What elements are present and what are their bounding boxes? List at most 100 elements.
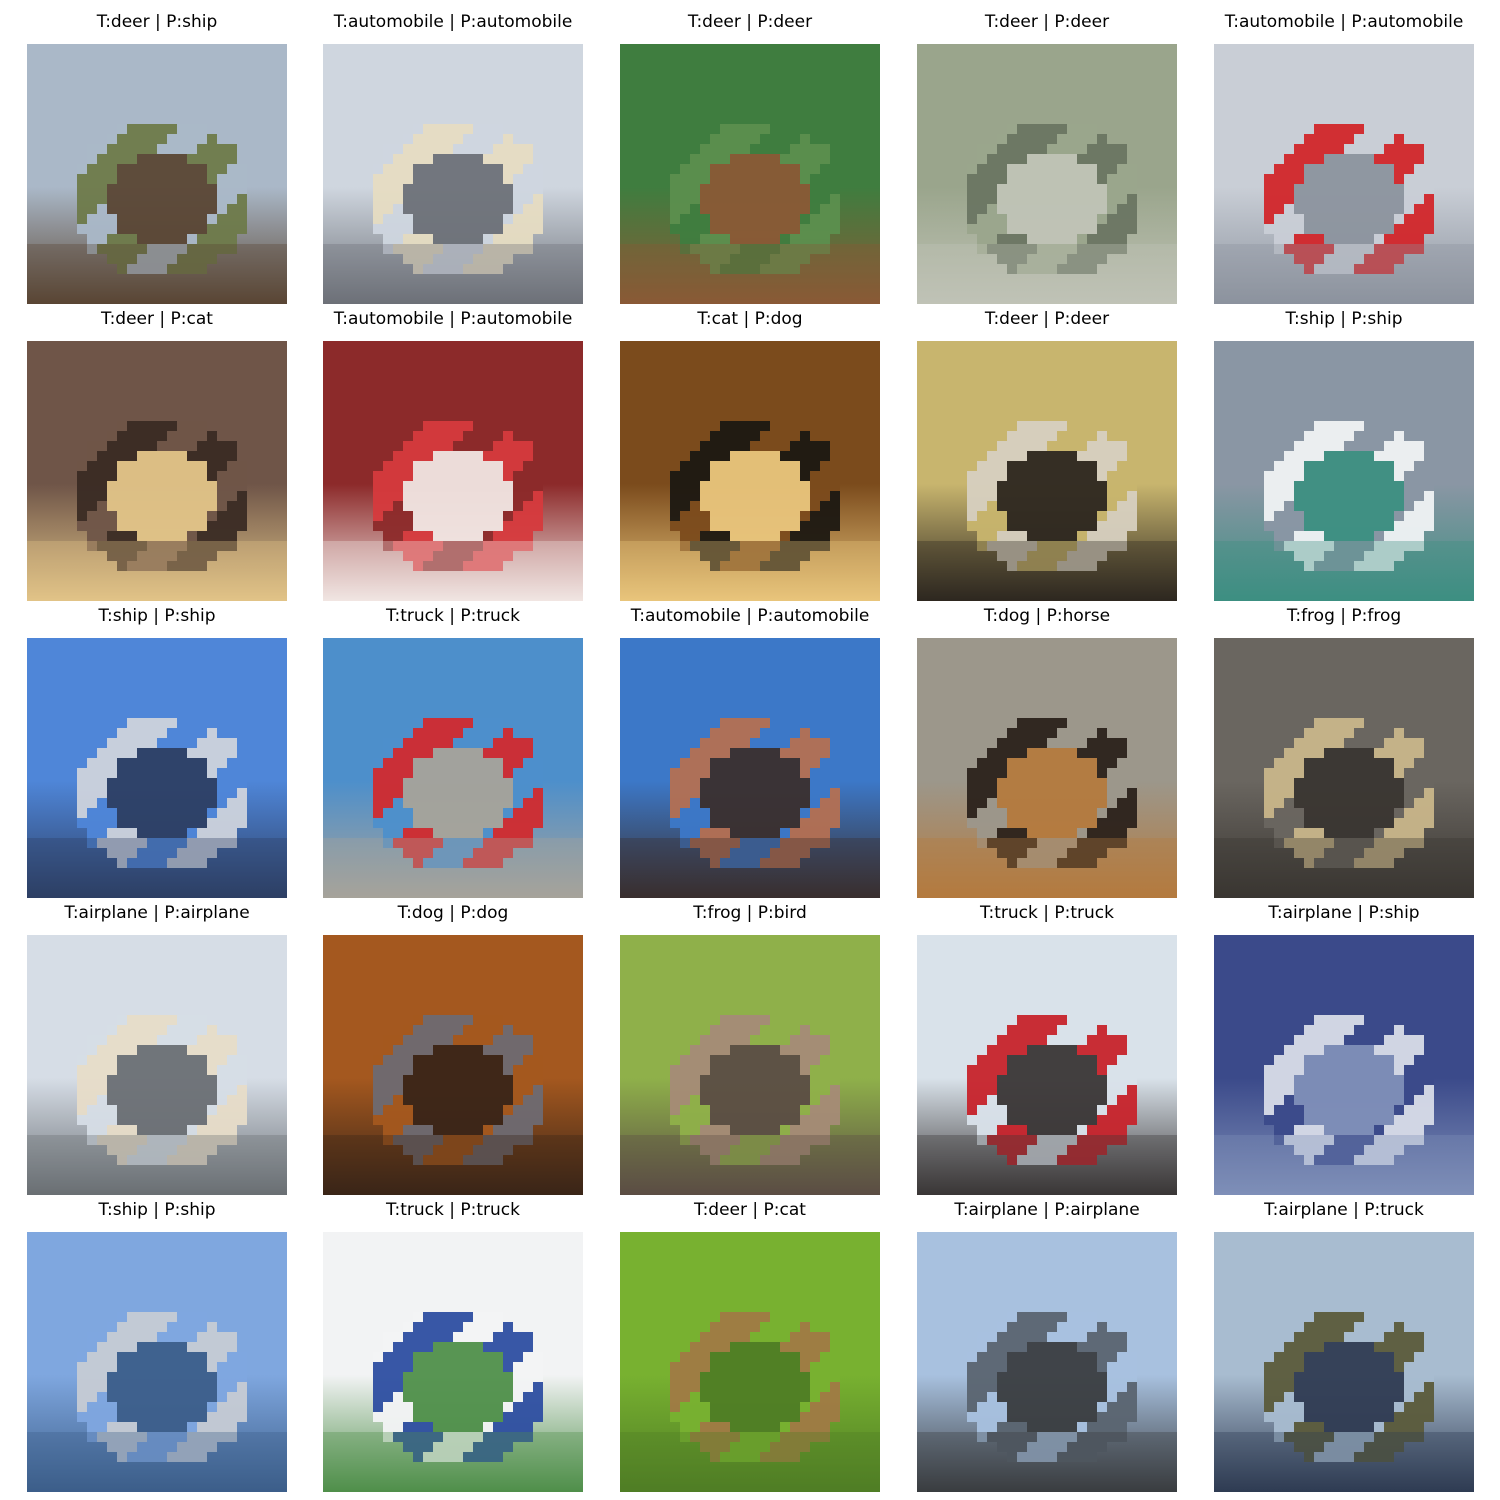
prediction-title: T:deer | P:ship [96, 12, 218, 32]
prediction-title: T:truck | P:truck [386, 1200, 520, 1220]
image-military-jets [917, 1232, 1177, 1492]
grid-cell: T:truck | P:truck [323, 1195, 583, 1492]
grid-cell: T:airplane | P:ship [1214, 898, 1474, 1195]
image-deer-field-sky [27, 44, 287, 304]
prediction-title: T:deer | P:cat [101, 309, 213, 329]
prediction-title: T:airplane | P:ship [1268, 903, 1420, 923]
grid-cell: T:automobile | P:automobile [1214, 7, 1474, 304]
sample-image [620, 341, 880, 601]
sample-image [323, 638, 583, 898]
image-jet-ground [1214, 1232, 1474, 1492]
image-jet-blue [1214, 935, 1474, 1195]
image-tow-truck [323, 638, 583, 898]
image-deer-grass [620, 44, 880, 304]
grid-cell: T:dog | P:horse [917, 601, 1177, 898]
prediction-title: T:dog | P:horse [983, 606, 1111, 626]
sample-image [620, 638, 880, 898]
sample-image [620, 44, 880, 304]
image-dump-truck [917, 935, 1177, 1195]
image-airport [27, 935, 287, 1195]
grid-cell: T:truck | P:truck [917, 898, 1177, 1195]
grid-cell: T:deer | P:cat [27, 304, 287, 601]
grid-cell: T:deer | P:deer [917, 304, 1177, 601]
prediction-title: T:automobile | P:automobile [333, 12, 573, 32]
sample-image [27, 935, 287, 1195]
prediction-title: T:automobile | P:automobile [333, 309, 573, 329]
prediction-title: T:automobile | P:automobile [1224, 12, 1464, 32]
grid-cell: T:automobile | P:automobile [323, 304, 583, 601]
grid-cell: T:cat | P:dog [620, 304, 880, 601]
prediction-title: T:airplane | P:airplane [954, 1200, 1140, 1220]
image-deer-closeup [917, 44, 1177, 304]
prediction-title: T:ship | P:ship [98, 1200, 216, 1220]
grid-cell: T:ship | P:ship [1214, 304, 1474, 601]
sample-image [1214, 638, 1474, 898]
grid-cell: T:dog | P:dog [323, 898, 583, 1195]
grid-cell: T:ship | P:ship [27, 601, 287, 898]
sample-image [323, 44, 583, 304]
image-brown-dog [323, 935, 583, 1195]
prediction-title: T:airplane | P:airplane [64, 903, 250, 923]
grid-cell: T:truck | P:truck [323, 601, 583, 898]
prediction-title: T:ship | P:ship [98, 606, 216, 626]
prediction-title: T:truck | P:truck [386, 606, 520, 626]
sample-image [323, 935, 583, 1195]
grid-cell: T:frog | P:frog [1214, 601, 1474, 898]
grid-cell: T:airplane | P:airplane [27, 898, 287, 1195]
prediction-title: T:truck | P:truck [980, 903, 1114, 923]
image-frog [1214, 638, 1474, 898]
sample-image [27, 638, 287, 898]
image-cruise-ship [27, 1232, 287, 1492]
sample-image [27, 44, 287, 304]
grid-cell: T:deer | P:cat [620, 1195, 880, 1492]
prediction-title: T:ship | P:ship [1285, 309, 1403, 329]
grid-cell: T:deer | P:deer [620, 7, 880, 304]
image-blue-truck [323, 1232, 583, 1492]
grid-cell: T:frog | P:bird [620, 898, 880, 1195]
sample-image [620, 1232, 880, 1492]
grid-cell: T:airplane | P:truck [1214, 1195, 1474, 1492]
sample-image [27, 1232, 287, 1492]
sample-image [1214, 935, 1474, 1195]
prediction-title: T:airplane | P:truck [1264, 1200, 1424, 1220]
prediction-title: T:dog | P:dog [397, 903, 509, 923]
image-elk [917, 341, 1177, 601]
image-deer-brown [27, 341, 287, 601]
grid-cell: T:ship | P:ship [27, 1195, 287, 1492]
grid-cell: T:automobile | P:automobile [620, 601, 880, 898]
image-red-car [1214, 44, 1474, 304]
image-dog-front [917, 638, 1177, 898]
sample-image [323, 341, 583, 601]
prediction-title: T:deer | P:deer [984, 12, 1110, 32]
sample-image [917, 1232, 1177, 1492]
sample-image [917, 341, 1177, 601]
sample-image [917, 935, 1177, 1195]
grid-cell: T:deer | P:ship [27, 7, 287, 304]
image-boat-dock [1214, 341, 1474, 601]
sample-image [323, 1232, 583, 1492]
sample-image [27, 341, 287, 601]
prediction-title: T:automobile | P:automobile [630, 606, 870, 626]
prediction-title: T:cat | P:dog [697, 309, 803, 329]
grid-cell: T:deer | P:deer [917, 7, 1177, 304]
image-fawn-green [620, 1232, 880, 1492]
prediction-title: T:deer | P:deer [984, 309, 1110, 329]
sample-image [620, 935, 880, 1195]
sample-image [1214, 341, 1474, 601]
image-red-car-2 [323, 341, 583, 601]
sample-image [1214, 1232, 1474, 1492]
sample-image [1214, 44, 1474, 304]
sample-image [917, 44, 1177, 304]
image-black-cat [620, 341, 880, 601]
prediction-title: T:deer | P:cat [694, 1200, 806, 1220]
prediction-title: T:frog | P:frog [1286, 606, 1402, 626]
grid-cell: T:automobile | P:automobile [323, 7, 583, 304]
sample-image [917, 638, 1177, 898]
prediction-title: T:frog | P:bird [693, 903, 807, 923]
image-toad [620, 935, 880, 1195]
image-blue-car [620, 638, 880, 898]
image-ferry [27, 638, 287, 898]
prediction-title: T:deer | P:deer [687, 12, 813, 32]
grid-cell: T:airplane | P:airplane [917, 1195, 1177, 1492]
image-beige-car [323, 44, 583, 304]
